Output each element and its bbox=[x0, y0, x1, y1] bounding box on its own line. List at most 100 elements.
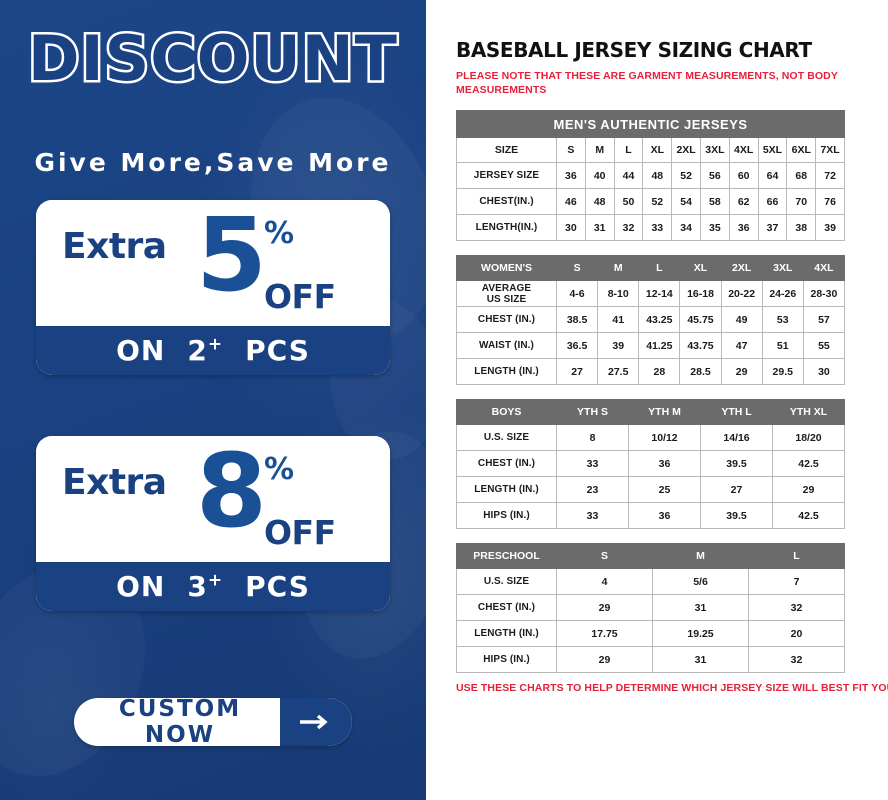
table-column-header: L bbox=[638, 255, 681, 282]
table-row-label: WAIST (IN.) bbox=[456, 332, 557, 360]
table-cell: 27.5 bbox=[597, 358, 640, 386]
table-cell: 37 bbox=[757, 214, 788, 242]
table-column-header: 5XL bbox=[757, 137, 788, 164]
table-cell: 31 bbox=[652, 646, 749, 674]
table-cell: 56 bbox=[699, 162, 730, 190]
custom-now-button[interactable]: CUSTOM NOW bbox=[74, 698, 352, 746]
table-cell: 12-14 bbox=[638, 280, 681, 308]
table-cell: 76 bbox=[815, 188, 846, 216]
offer-condition-bar: ON 2+ PCS bbox=[36, 326, 390, 375]
table-cell: 33 bbox=[642, 214, 673, 242]
table-cell: 16-18 bbox=[679, 280, 722, 308]
table-cell: 66 bbox=[757, 188, 788, 216]
arrow-right-icon[interactable] bbox=[280, 698, 352, 746]
table-header-row: BOYS YTH S YTH M YTH L YTH XL bbox=[456, 399, 845, 426]
table-cell: 54 bbox=[671, 188, 701, 216]
table-cell: 30 bbox=[556, 214, 586, 242]
table-cell: 39 bbox=[597, 332, 640, 360]
offer-extra-label: Extra bbox=[62, 226, 167, 267]
table-cell: 49 bbox=[720, 306, 763, 334]
table-column-header: YTH M bbox=[628, 399, 701, 426]
promo-panel: DISCOUNT Give More,Save More Extra 5 % O… bbox=[0, 0, 426, 800]
table-row-label: CHEST(IN.) bbox=[456, 188, 557, 216]
table-header-row: PRESCHOOL S M L bbox=[456, 543, 845, 570]
table-cell: 70 bbox=[786, 188, 817, 216]
table-cell: 41 bbox=[597, 306, 640, 334]
offer-card[interactable]: Extra 8 % OFF ON 3+ PCS bbox=[36, 436, 390, 611]
offer-extra-label: Extra bbox=[62, 462, 167, 503]
table-cell: 32 bbox=[748, 646, 845, 674]
table-row: CHEST(IN.) 46 48 50 52 54 58 62 66 70 76 bbox=[456, 188, 846, 216]
table-cell: 31 bbox=[652, 594, 749, 622]
table-cell: 28-30 bbox=[802, 280, 845, 308]
table-column-header: YTH XL bbox=[772, 399, 845, 426]
table-column-header: YTH S bbox=[556, 399, 629, 426]
table-banner-row: MEN'S AUTHENTIC JERSEYS bbox=[455, 110, 846, 139]
table-cell: 24-26 bbox=[761, 280, 804, 308]
table-cell: 38 bbox=[786, 214, 817, 242]
table-column-header: 3XL bbox=[761, 255, 804, 282]
offer-quantity: 3+ bbox=[187, 570, 223, 603]
offer-quantity-value: 2 bbox=[187, 334, 208, 367]
table-cell: 32 bbox=[748, 594, 845, 622]
table-column-header: XL bbox=[679, 255, 722, 282]
table-cell: 29.5 bbox=[761, 358, 804, 386]
offer-condition-bar: ON 3+ PCS bbox=[36, 562, 390, 611]
table-row-label: LENGTH (IN.) bbox=[456, 476, 557, 504]
table-column-header: M bbox=[584, 137, 615, 164]
table-header-row: SIZE S M L XL 2XL 3XL 4XL 5XL 6XL 7XL bbox=[456, 137, 846, 164]
table-cell: 35 bbox=[699, 214, 730, 242]
table-cell: 40 bbox=[584, 162, 615, 190]
offer-percent-number: 8 bbox=[196, 436, 267, 551]
table-cell: 23 bbox=[556, 476, 629, 504]
table-cell: 29 bbox=[556, 646, 653, 674]
table-cell: 48 bbox=[642, 162, 673, 190]
table-cell: 33 bbox=[556, 502, 629, 530]
table-row: LENGTH (IN.) 27 27.5 28 28.5 29 29.5 30 bbox=[456, 358, 845, 386]
custom-now-label: CUSTOM NOW bbox=[118, 698, 242, 746]
table-row: LENGTH (IN.) 23 25 27 29 bbox=[456, 476, 845, 504]
offer-card[interactable]: Extra 5 % OFF ON 2+ PCS bbox=[36, 200, 390, 375]
table-cell: 20 bbox=[748, 620, 845, 648]
page-title: BASEBALL JERSEY SIZING CHART bbox=[456, 38, 812, 62]
table-cell: 36 bbox=[556, 162, 586, 190]
table-row-label: HIPS (IN.) bbox=[456, 646, 557, 674]
table-cell: 58 bbox=[699, 188, 730, 216]
size-table-preschool: PRESCHOOL S M L U.S. SIZE 4 5/6 7 CHEST (IN.) 29 3… bbox=[456, 543, 845, 674]
table-column-header: L bbox=[748, 543, 845, 570]
sizing-chart-panel: BASEBALL JERSEY SIZING CHART PLEASE NOTE… bbox=[432, 0, 888, 800]
table-cell: 4-6 bbox=[555, 280, 599, 308]
table-cell: 28 bbox=[638, 358, 681, 386]
table-cell: 39.5 bbox=[700, 502, 773, 530]
table-cell: 36.5 bbox=[555, 332, 599, 360]
table-row: LENGTH(IN.) 30 31 32 33 34 35 36 37 38 39 bbox=[456, 214, 846, 242]
size-table-women: WOMEN'S S M L XL 2XL 3XL 4XL AVERAGE US SIZE 4-6 8-… bbox=[456, 255, 845, 386]
table-cell: 31 bbox=[584, 214, 615, 242]
table-column-header: S bbox=[555, 255, 599, 282]
discount-tagline: Give More,Save More bbox=[34, 148, 392, 177]
table-cell: 36 bbox=[728, 214, 759, 242]
offer-unit-label: PCS bbox=[245, 334, 310, 367]
table-column-header: 6XL bbox=[786, 137, 817, 164]
table-row: HIPS (IN.) 29 31 32 bbox=[456, 646, 845, 674]
table-cell: 62 bbox=[728, 188, 759, 216]
table-row-label: U.S. SIZE bbox=[456, 568, 557, 596]
table-cell: 48 bbox=[584, 188, 615, 216]
table-cell: 32 bbox=[613, 214, 644, 242]
table-cell: 36 bbox=[628, 450, 701, 478]
table-row-label: LENGTH(IN.) bbox=[456, 214, 557, 242]
table-cell: 64 bbox=[757, 162, 788, 190]
table-cell: 19.25 bbox=[652, 620, 749, 648]
table-cell: 72 bbox=[815, 162, 846, 190]
table-cell: 27 bbox=[555, 358, 599, 386]
table-column-header: M bbox=[597, 255, 640, 282]
table-cell: 14/16 bbox=[700, 424, 773, 452]
table-cell: 55 bbox=[802, 332, 845, 360]
table-corner-label: SIZE bbox=[456, 137, 557, 164]
table-cell: 8 bbox=[556, 424, 629, 452]
table-row: WAIST (IN.) 36.5 39 41.25 43.75 47 51 55 bbox=[456, 332, 845, 360]
table-row-label: CHEST (IN.) bbox=[456, 594, 557, 622]
table-cell: 20-22 bbox=[720, 280, 763, 308]
table-cell: 29 bbox=[720, 358, 763, 386]
